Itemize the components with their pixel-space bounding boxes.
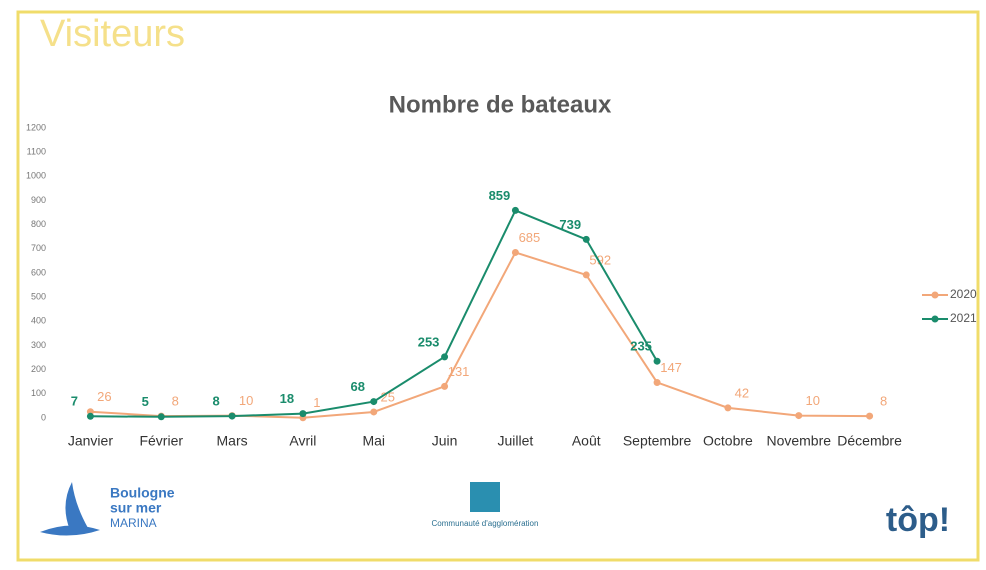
x-tick-label: Mai (362, 433, 385, 449)
legend-label: 2021 (950, 311, 977, 325)
y-tick-label: 700 (31, 243, 46, 253)
point (511, 248, 519, 256)
data-label: 739 (559, 217, 581, 232)
x-tick-label: Janvier (68, 433, 113, 449)
data-label: 25 (381, 389, 395, 404)
legend-label: 2020 (950, 287, 977, 301)
y-tick-label: 900 (31, 195, 46, 205)
data-label: 859 (489, 188, 511, 203)
data-label: 8 (172, 394, 179, 409)
y-tick-label: 800 (31, 219, 46, 229)
y-tick-label: 300 (31, 340, 46, 350)
data-label: 5 (142, 394, 149, 409)
y-tick-label: 200 (31, 364, 46, 374)
x-tick-label: Juin (432, 433, 458, 449)
y-tick-label: 400 (31, 316, 46, 326)
x-tick-label: Novembre (766, 433, 831, 449)
point (511, 206, 519, 214)
logo-text: Communauté d'agglomération (432, 519, 539, 528)
point (866, 412, 874, 420)
marina-logo-icon (40, 482, 100, 536)
point (370, 398, 378, 406)
slide-title: Visiteurs (40, 13, 185, 55)
x-tick-label: Décembre (837, 433, 902, 449)
x-tick-label: Octobre (703, 433, 753, 449)
data-label: 42 (735, 385, 749, 400)
data-label: 253 (418, 334, 440, 349)
data-label: 8 (212, 394, 219, 409)
data-label: 10 (239, 393, 253, 408)
chart-title: Nombre de bateaux (389, 91, 612, 118)
top-logo: tôp! (886, 501, 950, 539)
data-label: 68 (351, 379, 365, 394)
legend-marker (931, 315, 939, 323)
data-label: 147 (660, 360, 682, 375)
point (228, 412, 236, 420)
y-tick-label: 1100 (27, 147, 46, 157)
y-tick-label: 0 (41, 412, 46, 422)
point (653, 378, 661, 386)
point (86, 412, 94, 420)
data-label: 235 (630, 339, 652, 354)
x-tick-label: Avril (289, 433, 316, 449)
data-label: 26 (97, 389, 111, 404)
logo-text: Boulogne (110, 485, 175, 501)
point (441, 353, 449, 361)
x-tick-label: Août (572, 433, 601, 449)
logo-text: MARINA (110, 516, 157, 530)
y-tick-label: 600 (31, 267, 46, 277)
point (370, 408, 378, 416)
y-tick-label: 1000 (26, 171, 46, 181)
y-tick-label: 500 (31, 292, 46, 302)
x-tick-label: Septembre (623, 433, 692, 449)
point (299, 410, 307, 418)
point (441, 382, 449, 390)
point (653, 357, 661, 365)
data-label: 7 (71, 394, 78, 409)
x-tick-label: Mars (217, 433, 248, 449)
point (582, 235, 590, 243)
y-tick-label: 100 (31, 388, 46, 398)
x-tick-label: Juillet (498, 433, 534, 449)
point (795, 412, 803, 420)
point (157, 413, 165, 421)
data-label: 685 (519, 230, 541, 245)
agglo-logo-icon (470, 482, 500, 512)
y-tick-label: 1200 (26, 122, 46, 132)
data-label: 18 (280, 391, 294, 406)
point (724, 404, 732, 412)
data-label: 1 (313, 395, 320, 410)
legend-marker (931, 291, 939, 299)
data-label: 10 (806, 393, 820, 408)
point (582, 271, 590, 279)
data-label: 131 (448, 364, 470, 379)
x-tick-label: Février (139, 433, 183, 449)
logo-text: sur mer (110, 500, 162, 516)
data-label: 8 (880, 394, 887, 409)
